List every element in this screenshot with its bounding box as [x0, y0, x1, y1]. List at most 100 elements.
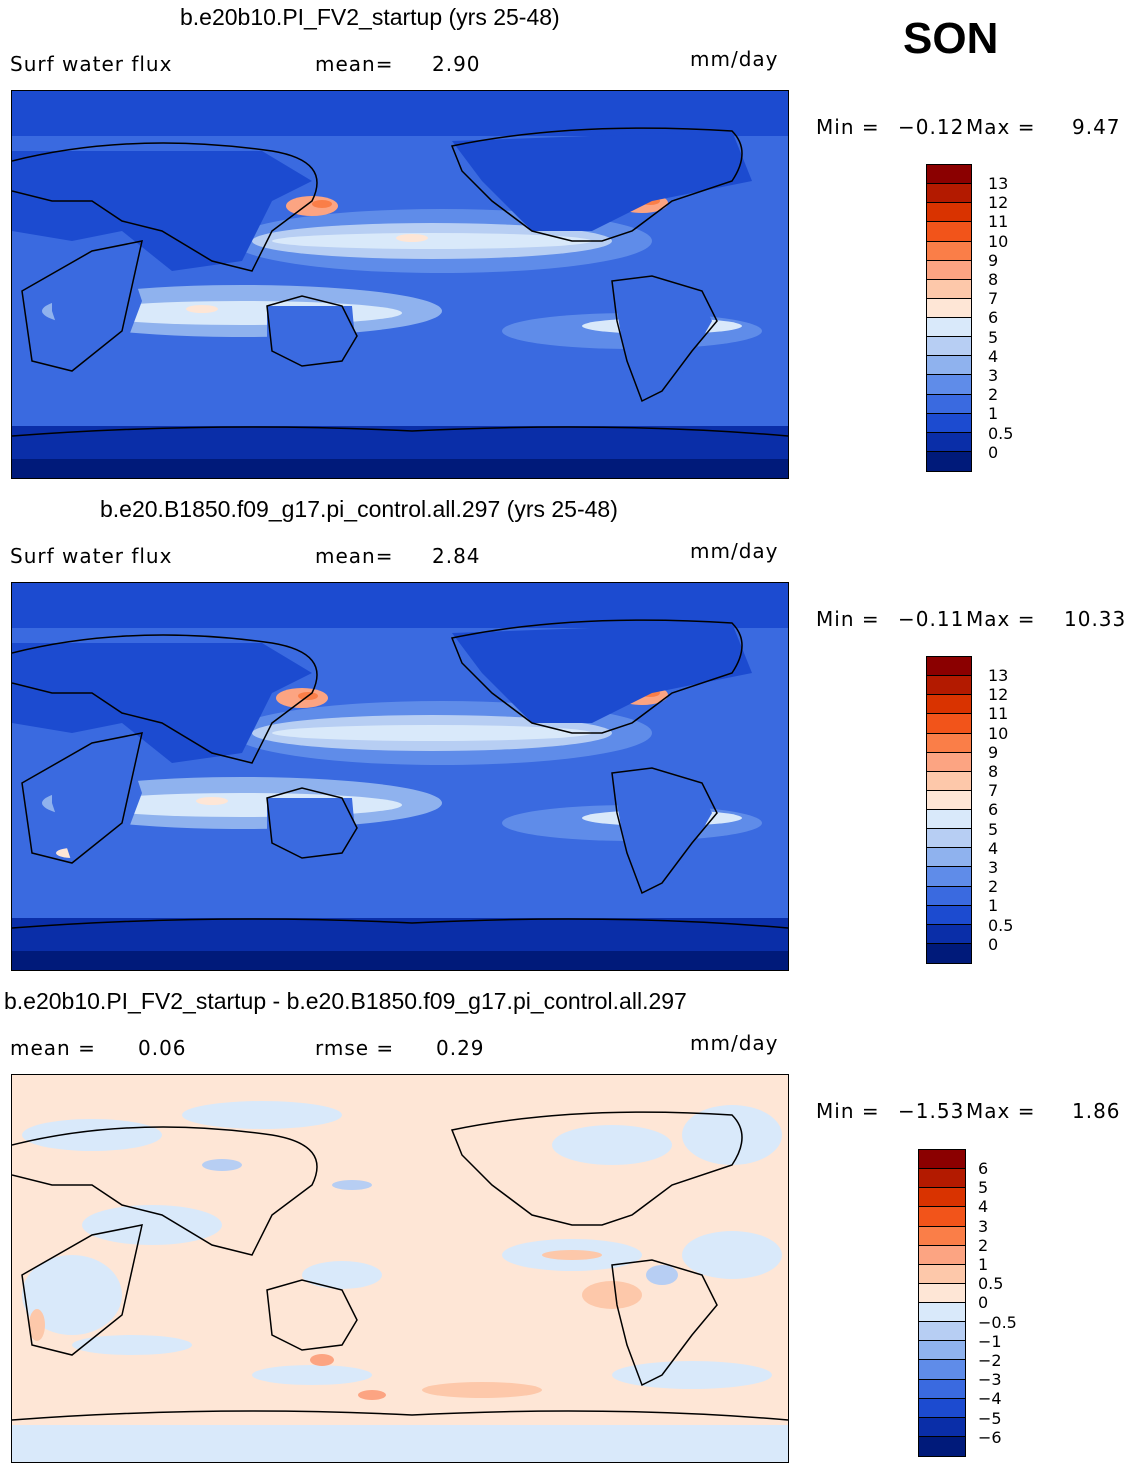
- colorbar-swatch: [927, 241, 971, 261]
- panel1-mean-value: 2.90: [432, 52, 481, 76]
- panel2-variable-label: Surf water flux: [10, 544, 173, 568]
- panel2-units: mm/day: [690, 539, 779, 563]
- colorbar-tick-label: 8: [988, 762, 999, 781]
- colorbar-tick-label: 5: [978, 1178, 989, 1198]
- colorbar-swatch: [927, 714, 971, 734]
- panel1-units: mm/day: [690, 47, 779, 71]
- colorbar-swatch: [927, 829, 971, 849]
- panel3-title: b.e20b10.PI_FV2_startup - b.e20.B1850.f0…: [4, 988, 687, 1014]
- colorbar-swatch: [927, 867, 971, 887]
- colorbar-swatch: [919, 1303, 965, 1323]
- colorbar-tick-label: −0.5: [978, 1312, 1017, 1332]
- panel2-min-label: Min =: [816, 607, 880, 631]
- panel3-min-label: Min =: [816, 1099, 880, 1123]
- season-label: SON: [903, 14, 999, 63]
- panel1-max-value: 9.47: [1072, 115, 1121, 139]
- colorbar-tick-label: 13: [988, 666, 1009, 685]
- panel3-rmse-label: rmse =: [315, 1036, 395, 1060]
- colorbar-tick-label: −2: [978, 1351, 1002, 1370]
- colorbar-swatch: [927, 810, 971, 830]
- panel1-title: b.e20b10.PI_FV2_startup (yrs 25-48): [180, 4, 560, 30]
- colorbar-swatch: [927, 771, 971, 791]
- colorbar-swatch: [919, 1226, 965, 1246]
- colorbar-tick-label: 5: [988, 327, 999, 347]
- panel3-max-value: 1.86: [1072, 1099, 1121, 1123]
- colorbar-tick-label: 0.5: [988, 423, 1014, 443]
- colorbar-swatch: [919, 1188, 965, 1208]
- colorbar-swatch: [927, 184, 971, 204]
- colorbar-tick-label: −1: [978, 1331, 1002, 1351]
- colorbar-swatch: [927, 695, 971, 715]
- colorbar-swatch: [927, 451, 971, 471]
- panel1-map: [11, 90, 789, 479]
- colorbar-tick-label: 3: [988, 366, 999, 385]
- colorbar-swatch: [927, 905, 971, 925]
- colorbar-tick-label: −5: [978, 1408, 1002, 1428]
- colorbar-tick-label: 0: [988, 934, 999, 954]
- colorbar-tick-label: 3: [978, 1216, 989, 1236]
- colorbar-swatch: [927, 657, 971, 677]
- colorbar-swatch: [919, 1360, 965, 1380]
- colorbar-tick-label: 7: [988, 289, 999, 309]
- colorbar-tick-label: 3: [988, 858, 999, 877]
- colorbar-tick-label: 1: [988, 404, 999, 424]
- colorbar-tick-label: −4: [978, 1389, 1002, 1409]
- colorbar-swatch: [927, 337, 971, 357]
- colorbar-swatch: [919, 1417, 965, 1437]
- colorbar-swatch: [919, 1245, 965, 1265]
- panel1-max-label: Max =: [966, 115, 1036, 139]
- colorbar-swatch: [927, 203, 971, 223]
- colorbar-swatch: [927, 318, 971, 338]
- panel2-mean-label: mean=: [315, 544, 394, 568]
- panel1-colorbar: [926, 164, 972, 472]
- colorbar-tick-label: 0.5: [988, 915, 1014, 935]
- colorbar-tick-label: 4: [988, 346, 999, 366]
- colorbar-swatch: [927, 279, 971, 299]
- colorbar-tick-label: 11: [988, 704, 1009, 724]
- colorbar-tick-label: 5: [988, 819, 999, 839]
- panel3-map: [11, 1074, 789, 1463]
- colorbar-swatch: [927, 676, 971, 696]
- panel3-max-label: Max =: [966, 1099, 1036, 1123]
- colorbar-tick-label: 2: [978, 1235, 989, 1255]
- colorbar-swatch: [927, 790, 971, 810]
- colorbar-tick-label: 4: [978, 1197, 989, 1217]
- panel1-min-value: −0.12: [898, 115, 965, 139]
- colorbar-tick-label: 4: [988, 838, 999, 858]
- colorbar-swatch: [927, 733, 971, 753]
- colorbar-tick-label: 0.5: [978, 1274, 1004, 1294]
- colorbar-tick-label: 7: [988, 781, 999, 801]
- panel2-mean-value: 2.84: [432, 544, 481, 568]
- colorbar-swatch: [927, 356, 971, 376]
- colorbar-tick-label: 0: [988, 442, 999, 462]
- colorbar-swatch: [927, 413, 971, 433]
- colorbar-swatch: [919, 1207, 965, 1227]
- colorbar-swatch: [927, 886, 971, 906]
- colorbar-swatch: [919, 1436, 965, 1456]
- colorbar-tick-label: 2: [988, 385, 999, 405]
- colorbar-swatch: [919, 1150, 965, 1170]
- colorbar-swatch: [927, 924, 971, 944]
- colorbar-tick-label: 1: [978, 1255, 989, 1274]
- colorbar-tick-label: −3: [978, 1370, 1002, 1390]
- panel3-min-value: −1.53: [898, 1099, 965, 1123]
- colorbar-swatch: [927, 165, 971, 185]
- colorbar-swatch: [919, 1264, 965, 1284]
- panel2-max-label: Max =: [966, 607, 1036, 631]
- colorbar-tick-label: −6: [978, 1427, 1002, 1447]
- colorbar-tick-label: 6: [988, 800, 999, 820]
- panel2-map: [11, 582, 789, 971]
- colorbar-swatch: [927, 432, 971, 452]
- panel2-title: b.e20.B1850.f09_g17.pi_control.all.297 (…: [100, 496, 618, 522]
- colorbar-tick-label: 12: [988, 193, 1009, 213]
- colorbar-tick-label: 9: [988, 250, 999, 270]
- panel2-colorbar: [926, 656, 972, 964]
- colorbar-tick-label: 1: [988, 896, 999, 916]
- colorbar-swatch: [927, 943, 971, 963]
- panel3-units: mm/day: [690, 1031, 779, 1055]
- colorbar-swatch: [927, 222, 971, 242]
- colorbar-tick-label: 6: [978, 1159, 989, 1178]
- panel1-mean-label: mean=: [315, 52, 394, 76]
- colorbar-swatch: [927, 848, 971, 868]
- colorbar-tick-label: 8: [988, 270, 999, 289]
